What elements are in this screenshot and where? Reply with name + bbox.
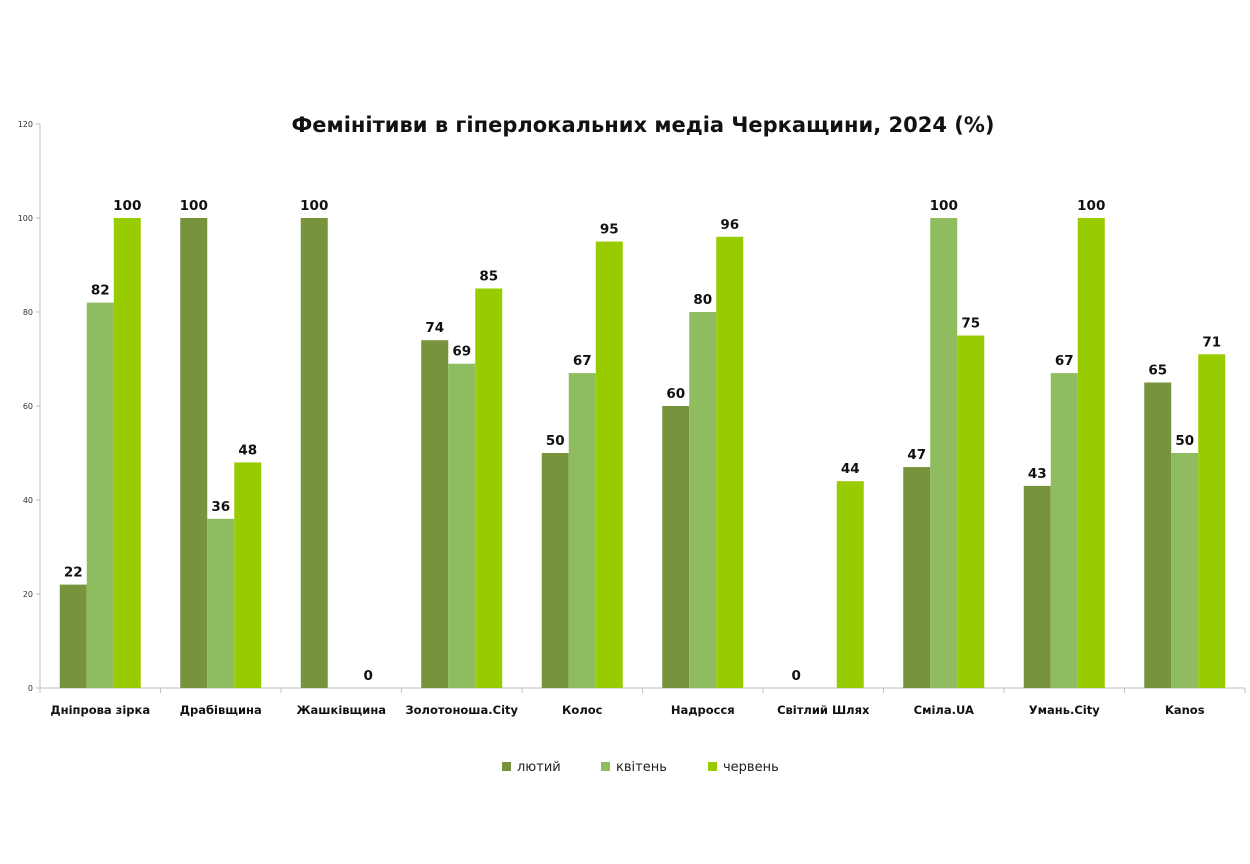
- bar: [59, 584, 87, 688]
- bar: [421, 340, 449, 688]
- bar: [1198, 354, 1226, 688]
- axes: 0 20 40 60 80 100 120 Дніпрова зірка Драбівщина Ж…: [18, 120, 1246, 717]
- data-label: 60: [666, 386, 685, 402]
- data-label: 0: [364, 668, 373, 684]
- x-tick-label: Колос: [562, 703, 603, 717]
- chart-title: Фемінітиви в гіперлокальних медіа Черкащ…: [291, 113, 994, 137]
- x-tick-label: Драбівщина: [180, 703, 262, 717]
- data-label: 36: [211, 499, 230, 515]
- legend-label: лютий: [517, 760, 561, 775]
- data-label: 47: [907, 447, 926, 463]
- bar: [475, 288, 503, 688]
- bar: [1023, 485, 1051, 688]
- bar: [662, 406, 690, 688]
- data-label: 22: [64, 565, 83, 581]
- bar: [595, 241, 623, 688]
- data-label: 80: [693, 292, 712, 308]
- bar: [207, 518, 235, 688]
- legend-swatch: [708, 762, 717, 771]
- x-tick-label: Дніпрова зірка: [50, 703, 150, 717]
- bar: [1077, 218, 1105, 688]
- data-label: 50: [1175, 433, 1194, 449]
- y-tick-label: 60: [23, 402, 33, 411]
- data-label: 50: [546, 433, 565, 449]
- data-label: 67: [573, 353, 592, 369]
- y-tick-label: 80: [23, 308, 33, 317]
- x-tick-label: Світлий Шлях: [777, 703, 870, 717]
- data-label: 65: [1148, 363, 1167, 379]
- bar: [1050, 373, 1078, 688]
- bar: [836, 481, 864, 688]
- bar: [568, 373, 596, 688]
- legend-label: червень: [723, 760, 779, 775]
- data-label: 85: [479, 269, 498, 285]
- data-label: 95: [600, 222, 619, 238]
- bar: [1171, 453, 1199, 688]
- bar: [903, 467, 931, 688]
- bar: [930, 218, 958, 688]
- legend-swatch: [601, 762, 610, 771]
- x-tick-label: Сміла.UA: [914, 703, 974, 717]
- y-tick-label: 40: [23, 496, 33, 505]
- data-label: 71: [1202, 334, 1221, 350]
- data-label: 100: [1077, 198, 1105, 214]
- bar: [541, 453, 569, 688]
- data-label: 44: [841, 461, 860, 477]
- x-tick-label: Умань.City: [1029, 703, 1100, 717]
- bar: [1144, 382, 1172, 688]
- data-label: 100: [300, 198, 328, 214]
- bar: [113, 218, 141, 688]
- data-label: 75: [961, 316, 980, 332]
- data-label: 43: [1028, 466, 1047, 482]
- bars-group: [59, 218, 1226, 689]
- data-label: 100: [113, 198, 141, 214]
- data-label: 100: [180, 198, 208, 214]
- bar: [180, 218, 208, 688]
- data-label: 48: [238, 442, 257, 458]
- x-tick-label: Kanos: [1165, 703, 1205, 717]
- y-tick-label: 0: [28, 684, 33, 693]
- legend-swatch: [502, 762, 511, 771]
- data-label: 0: [792, 668, 801, 684]
- data-label: 67: [1055, 353, 1074, 369]
- data-label: 74: [425, 320, 444, 336]
- bar: [716, 236, 744, 689]
- data-labels-group: 22 100 100 74 50 60 0 47 43 65 82 36 69 67 80 100 67 50 10…: [64, 198, 1221, 684]
- data-label: 96: [720, 217, 739, 233]
- data-label: 69: [452, 344, 471, 360]
- bar: [689, 312, 717, 688]
- x-tick-label: Золотоноша.City: [405, 703, 518, 717]
- bar: [448, 363, 476, 688]
- bar: [300, 218, 328, 688]
- x-tick-label: Жашківщина: [296, 703, 386, 717]
- data-label: 100: [930, 198, 958, 214]
- bar: [957, 335, 985, 688]
- x-tick-label: Надросся: [671, 703, 735, 717]
- y-tick-label: 100: [18, 214, 33, 223]
- bar: [234, 462, 262, 688]
- y-tick-label: 20: [23, 590, 33, 599]
- legend-label: квітень: [616, 760, 667, 775]
- y-tick-label: 120: [18, 120, 33, 129]
- data-label: 82: [91, 283, 110, 299]
- legend: лютий квітень червень: [502, 760, 779, 775]
- bar: [86, 302, 114, 688]
